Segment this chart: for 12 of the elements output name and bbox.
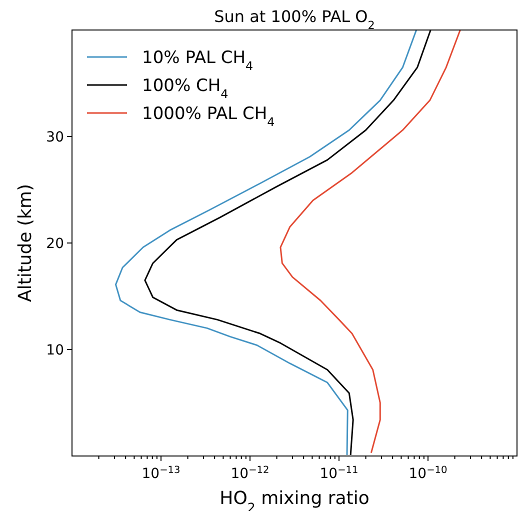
- legend-label: 10% PAL CH$_{4}$: [142, 48, 254, 73]
- x-tick-label: 10$^{−12}$: [230, 464, 270, 482]
- x-tick-label: 10$^{−13}$: [142, 464, 180, 482]
- legend-label: 1000% PAL CH$_{4}$: [142, 104, 275, 129]
- y-tick-label: 30: [46, 130, 64, 146]
- y-axis-title: Altitude (km): [15, 184, 36, 302]
- y-tick-label: 20: [46, 236, 64, 252]
- x-tick-label: 10$^{−11}$: [320, 464, 358, 482]
- legend-label: 100% CH$_{4}$: [142, 76, 228, 101]
- y-tick-label: 10: [46, 342, 64, 358]
- x-tick-label: 10$^{−10}$: [408, 464, 448, 482]
- chart-title: Sun at 100% PAL O$_{2}$: [214, 7, 375, 32]
